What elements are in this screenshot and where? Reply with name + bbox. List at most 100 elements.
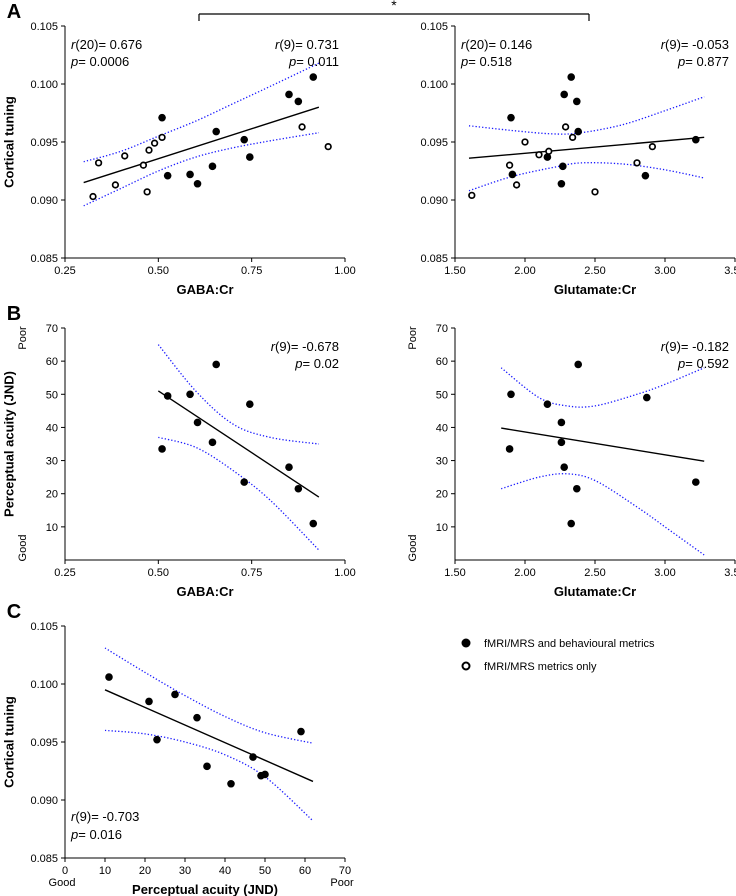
stat-r-value: (9)= -0.678	[275, 339, 339, 354]
stat-r-value: (9)= 0.731	[279, 37, 339, 52]
data-point-filled	[186, 390, 194, 399]
stat-p-letter: p	[288, 54, 296, 69]
y-tick-label: 0.090	[30, 195, 58, 207]
stat-p-letter: p	[294, 356, 302, 371]
data-point-filled	[193, 713, 201, 722]
y-tick-label: 50	[436, 389, 448, 401]
stat-p: p= 0.518	[460, 54, 512, 69]
stat-p: p= 0.016	[70, 827, 122, 842]
y-axis-label: Cortical tuning	[1, 696, 16, 788]
stat-p-letter: p	[70, 54, 78, 69]
x-axis-label: Glutamate:Cr	[554, 584, 636, 599]
stat-r-letter: r	[271, 339, 276, 354]
data-point-filled	[560, 90, 568, 99]
data-point-filled	[186, 170, 194, 179]
data-point-open	[145, 146, 153, 154]
significance-star: *	[391, 0, 397, 13]
data-point-filled	[559, 162, 567, 171]
data-point-filled	[508, 170, 517, 179]
data-point-open	[512, 181, 521, 189]
x-tick-label: 0	[62, 865, 68, 877]
data-point-open	[633, 159, 641, 167]
data-point-open	[505, 161, 514, 169]
y-tick-label: 0.095	[30, 737, 58, 749]
legend-label-filled: fMRI/MRS and behavioural metrics	[484, 638, 655, 650]
y-tick-label: 20	[46, 489, 58, 501]
y-tick-label: 0.085	[30, 253, 58, 265]
stat-p: p= 0.011	[288, 54, 339, 69]
stat-r: r(9)= 0.731	[275, 37, 339, 52]
data-point-filled	[692, 135, 700, 144]
data-point-open	[591, 188, 599, 196]
x-tick-label: 70	[339, 865, 351, 877]
panel-label: A	[7, 1, 21, 23]
ci-lower-line	[83, 132, 320, 207]
stat-r: r(20)= 0.146	[461, 37, 532, 52]
data-point-filled	[285, 463, 293, 472]
data-point-filled	[294, 97, 303, 106]
x-tick-label: 2.50	[584, 265, 605, 277]
data-point-filled	[692, 478, 700, 486]
data-point-open	[568, 133, 577, 142]
plot-a-right: 1.50 2.00 2.50 3.00 3.50 0.085 0.090 0.095 0.100…	[420, 21, 736, 297]
stat-p: p= 0.877	[677, 54, 729, 69]
data-point-filled	[294, 484, 303, 493]
y-tick-label: 30	[436, 456, 448, 468]
x-good-label: Good	[49, 877, 76, 889]
data-point-open	[121, 152, 129, 160]
data-point-filled	[309, 73, 318, 81]
x-tick-label: 3.00	[654, 265, 675, 277]
data-point-filled	[246, 153, 254, 161]
x-tick-label: 10	[99, 865, 111, 877]
stat-r: r(9)= -0.182	[661, 339, 729, 354]
regression-line	[157, 390, 320, 498]
significance-bracket: *	[198, 0, 590, 21]
data-point-open	[150, 139, 159, 147]
regression-line	[501, 427, 705, 462]
stat-p: p= 0.02	[294, 356, 339, 371]
data-point-filled	[297, 727, 305, 736]
stat-r-value: (9)= -0.182	[665, 339, 729, 354]
data-point-filled	[557, 418, 566, 427]
ci-upper-line	[83, 62, 320, 163]
data-point-filled	[193, 179, 202, 188]
data-point-filled	[158, 113, 166, 122]
ci-upper-line	[157, 344, 319, 445]
data-point-filled	[309, 519, 318, 528]
x-axis-label: GABA:Cr	[176, 584, 233, 599]
data-point-open	[143, 188, 151, 196]
legend-marker-open	[461, 661, 471, 671]
x-tick-label: 2.00	[514, 567, 535, 579]
data-point-filled	[567, 73, 575, 81]
stat-p-value: = 0.016	[78, 827, 122, 842]
x-poor-label: Poor	[330, 877, 354, 889]
y-tick-label: 0.100	[420, 79, 448, 91]
data-point-filled	[543, 400, 552, 409]
y-tick-label: 0.095	[420, 137, 448, 149]
x-tick-label: 20	[139, 865, 151, 877]
stat-r-letter: r	[661, 37, 666, 52]
stat-p-letter: p	[70, 827, 78, 842]
data-point-filled	[505, 445, 514, 453]
y-poor-label: Poor	[17, 326, 29, 350]
stat-p-value: = 0.011	[296, 54, 339, 69]
y-tick-label: 0.100	[30, 679, 58, 691]
plot-c: 0 10 20 30 40 50 60 70 0.085 0.090 0.095 0.100 0.105…	[1, 601, 354, 896]
data-point-filled	[643, 393, 651, 402]
data-point-filled	[261, 770, 269, 779]
data-point-filled	[285, 90, 293, 99]
data-point-filled	[212, 360, 220, 369]
data-point-open	[298, 123, 306, 131]
data-point-filled	[557, 179, 566, 188]
ci-upper-line	[468, 96, 705, 135]
x-tick-label: 0.25	[54, 265, 75, 277]
stat-r-value: (20)= 0.146	[465, 37, 532, 52]
y-tick-label: 70	[46, 323, 58, 335]
x-tick-label: 3.50	[724, 567, 736, 579]
stat-p-letter: p	[460, 54, 468, 69]
y-tick-label: 50	[46, 389, 58, 401]
x-tick-label: 3.00	[654, 567, 675, 579]
y-tick-label: 0.105	[30, 21, 58, 33]
y-tick-label: 60	[436, 356, 448, 368]
stat-r: r(9)= -0.678	[271, 339, 339, 354]
